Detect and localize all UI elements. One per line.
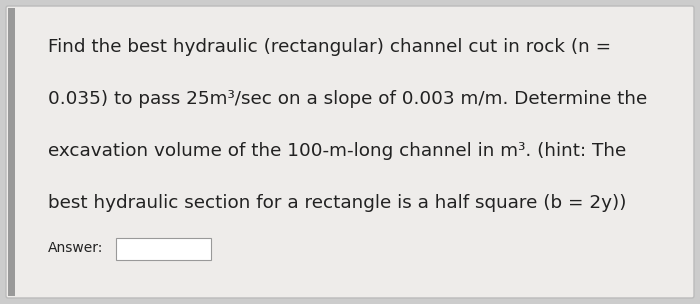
Bar: [116, 238, 211, 260]
Text: 0.035) to pass 25m³/sec on a slope of 0.003 m/m. Determine the: 0.035) to pass 25m³/sec on a slope of 0.…: [48, 90, 648, 108]
Text: excavation volume of the 100-m-long channel in m³. (hint: The: excavation volume of the 100-m-long chan…: [48, 142, 626, 160]
Bar: [8, 8, 15, 296]
Text: Answer:: Answer:: [48, 241, 104, 255]
FancyBboxPatch shape: [6, 6, 694, 298]
Text: Find the best hydraulic (rectangular) channel cut in rock (n =: Find the best hydraulic (rectangular) ch…: [48, 38, 611, 56]
Text: best hydraulic section for a rectangle is a half square (b = 2y)): best hydraulic section for a rectangle i…: [48, 194, 626, 212]
